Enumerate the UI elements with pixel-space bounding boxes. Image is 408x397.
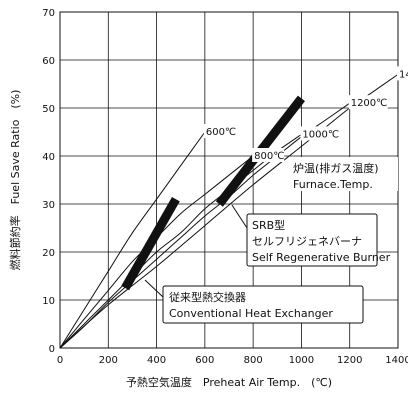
curve-label-0: 600℃ xyxy=(206,127,236,138)
range-band-0 xyxy=(121,196,180,291)
x-tick-label-7: 1400 xyxy=(385,355,408,366)
x-tick-label-1: 200 xyxy=(99,355,118,366)
x-tick-label-5: 1000 xyxy=(289,355,314,366)
y-tick-label-3: 30 xyxy=(42,200,55,211)
curve-0 xyxy=(59,131,206,349)
x-tick-label-0: 0 xyxy=(57,355,63,366)
curve-label-bg-1 xyxy=(252,148,285,162)
x-tick-label-4: 800 xyxy=(244,355,263,366)
y-ticks: 0 10 20 30 40 50 60 70 xyxy=(42,8,55,355)
conventional-label-ja: 従来型熱交換器 xyxy=(169,290,246,304)
x-axis-title: 予熱空気温度 Preheat Air Temp. (℃) xyxy=(126,375,332,389)
x-tick-label-3: 600 xyxy=(195,355,214,366)
curve-label-2: 1000℃ xyxy=(302,129,339,140)
srb-label-type: SRB型 xyxy=(252,218,285,232)
y-tick-label-1: 10 xyxy=(42,296,55,307)
x-ticks: 0 200 400 600 800 1000 1200 1400 xyxy=(57,355,408,366)
legend-box xyxy=(290,157,398,191)
curve-label-bg-4 xyxy=(397,66,408,81)
y-axis-title: 燃料節約率 Fuel Save Ratio (%) xyxy=(8,90,22,271)
curve-label-bg-2 xyxy=(300,126,340,141)
conventional-box xyxy=(162,285,364,324)
srb-box xyxy=(246,213,378,267)
curve-labels: 600℃ 800℃ 1000℃ 1200℃ 1400℃ xyxy=(203,66,408,162)
curve-label-1: 800℃ xyxy=(254,151,284,162)
y-tick-label-6: 60 xyxy=(42,56,55,67)
curve-2 xyxy=(59,133,302,349)
y-tick-label-7: 70 xyxy=(42,8,55,19)
conventional-leader-line xyxy=(144,279,164,298)
x-tick-label-2: 400 xyxy=(147,355,166,366)
srb-leader-line xyxy=(231,204,248,229)
y-tick-label-2: 20 xyxy=(42,248,55,259)
legend-title-en: Furnace.Temp. xyxy=(293,178,373,191)
curve-label-bg-3 xyxy=(348,95,388,110)
curve-label-3: 1200℃ xyxy=(351,98,388,109)
y-tick-label-4: 40 xyxy=(42,152,55,163)
curve-label-4: 1400℃ xyxy=(399,69,408,80)
y-tick-label-5: 50 xyxy=(42,104,55,115)
srb-label-ja: セルフリジェネバーナ xyxy=(252,235,362,248)
curve-label-bg-0 xyxy=(203,124,236,138)
srb-label-en: Self Regenerative Burner xyxy=(252,251,391,264)
legend-title-ja: 炉温(排ガス温度) xyxy=(293,161,379,175)
x-tick-label-6: 1200 xyxy=(337,355,362,366)
conventional-label-en: Conventional Heat Exchanger xyxy=(169,307,333,320)
y-tick-label-0: 0 xyxy=(49,344,55,355)
